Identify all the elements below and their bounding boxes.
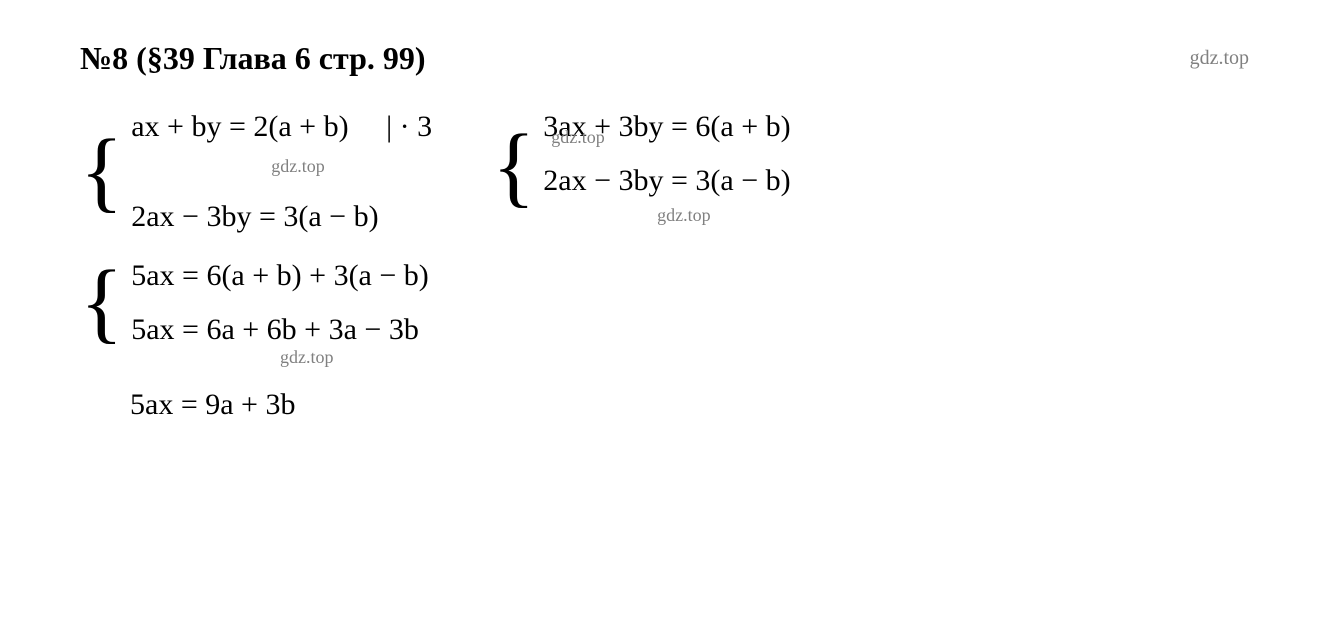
system-3-eq-2: 5ax = 6a + 6b + 3a − 3b <box>131 310 429 349</box>
system-3-content: 5ax = 6(a + b) + 3(a − b) 5ax = 6a + 6b … <box>131 256 429 349</box>
systems-row-1: { ax + by = 2(a + b) | · 3 gdz.top 2ax −… <box>80 107 1249 236</box>
system-2-eq-2: 2ax − 3by = 3(a − b) <box>543 161 790 200</box>
system-1-content: ax + by = 2(a + b) | · 3 gdz.top 2ax − 3… <box>131 107 432 236</box>
system-1: { ax + by = 2(a + b) | · 3 gdz.top 2ax −… <box>80 107 432 236</box>
watermark-header: gdz.top <box>1190 47 1249 70</box>
system-2: { 3ax + 3by = 6(a + b) 2ax − 3by = 3(a −… <box>492 107 791 226</box>
watermark-inline-1: gdz.top <box>271 156 432 177</box>
watermark-single: gdz.top <box>280 347 1249 368</box>
brace-icon: { <box>492 122 535 212</box>
header-row: №8 (§39 Глава 6 стр. 99) gdz.top <box>80 40 1249 77</box>
system-2-content: 3ax + 3by = 6(a + b) 2ax − 3by = 3(a − b… <box>543 107 790 226</box>
system-1-eq-1: ax + by = 2(a + b) | · 3 <box>131 107 432 146</box>
final-equation: 5ax = 9a + 3b <box>130 388 1249 422</box>
page-title: №8 (§39 Глава 6 стр. 99) <box>80 40 426 77</box>
brace-icon: { <box>80 258 123 348</box>
watermark-right-1: gdz.top <box>543 205 710 226</box>
watermark-mid: gdz.top <box>551 127 605 148</box>
mult-annotation: | · 3 <box>386 110 432 143</box>
brace-icon: { <box>80 127 123 217</box>
system-1-eq-2: 2ax − 3by = 3(a − b) <box>131 197 432 236</box>
system-3: { 5ax = 6(a + b) + 3(a − b) 5ax = 6a + 6… <box>80 256 1249 349</box>
system-3-eq-1: 5ax = 6(a + b) + 3(a − b) <box>131 256 429 295</box>
eq-text: ax + by = 2(a + b) <box>131 110 348 143</box>
